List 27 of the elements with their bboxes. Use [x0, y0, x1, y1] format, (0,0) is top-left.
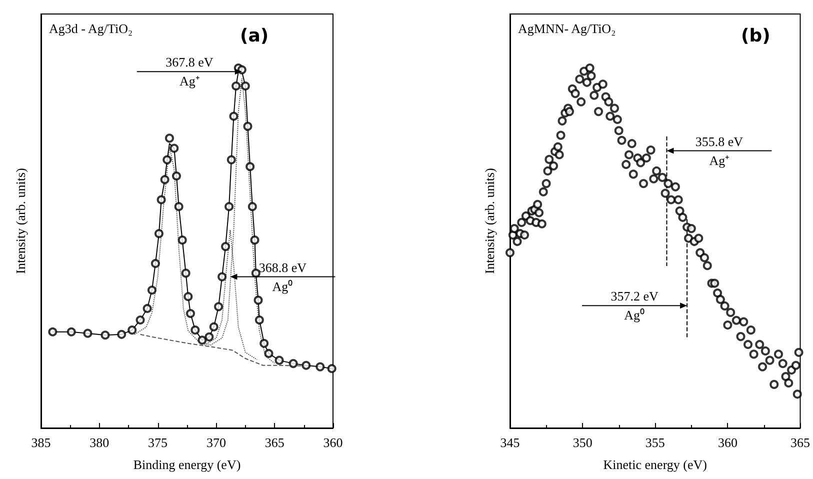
chart-subtitle: AgMNN- Ag/TiO₂: [518, 21, 616, 36]
x-tick-label: 370: [206, 435, 226, 450]
annotation: Ag⁰: [624, 308, 645, 323]
chart-title: (b): [741, 26, 770, 46]
annotation: 357.2 eV: [610, 288, 659, 304]
x-tick-label: 365: [264, 435, 284, 450]
annotation: Ag⁺: [709, 152, 730, 168]
x-axis-title: Binding energy (eV): [133, 457, 241, 472]
annotation: 368.8 eV: [258, 260, 308, 275]
x-tick-label: 375: [148, 435, 168, 450]
annotation: Ag⁰: [272, 278, 294, 294]
x-tick-label: 360: [323, 435, 343, 450]
x-tick-label: 345: [500, 435, 520, 450]
annotation: 367.8 eV: [166, 54, 214, 70]
x-tick-label: 360: [718, 435, 738, 450]
annotation: 355.8 eV: [695, 134, 744, 149]
x-tick-label: 365: [790, 435, 810, 450]
y-axis-title: Intensity (arb. units): [13, 168, 28, 274]
chart-title: (a): [240, 26, 269, 46]
x-tick-label: 385: [31, 435, 51, 450]
annotation: Ag⁺: [179, 74, 200, 89]
x-tick-label: 350: [572, 435, 592, 450]
x-tick-label: 380: [90, 435, 110, 450]
y-axis-title: Intensity (arb. units): [482, 168, 497, 274]
x-axis-title: Kinetic energy (eV): [603, 457, 707, 472]
x-tick-label: 355: [645, 435, 665, 450]
chart-subtitle: Ag3d - Ag/TiO₂: [49, 21, 133, 36]
